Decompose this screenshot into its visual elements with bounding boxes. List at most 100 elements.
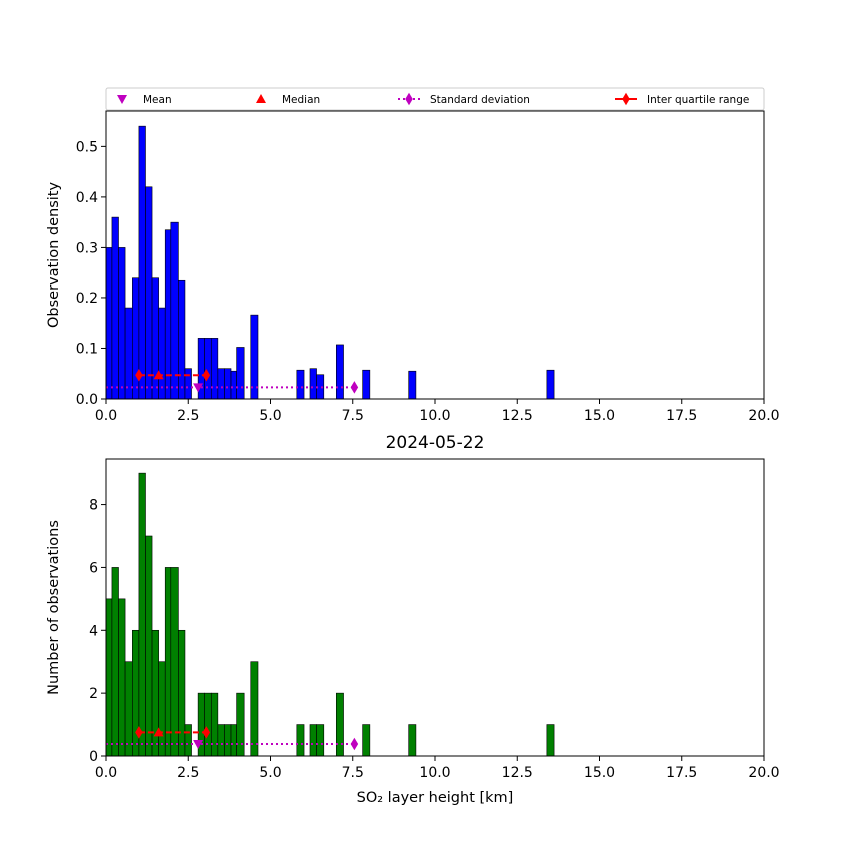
density-histogram-bar xyxy=(105,247,113,400)
count-histogram-bar xyxy=(224,724,232,757)
density-y-tick-label: 0.2 xyxy=(76,291,98,307)
count-x-tick-label: 0.0 xyxy=(95,765,117,781)
count-histogram-bar xyxy=(236,692,245,757)
density-histogram-bar xyxy=(170,221,179,400)
legend-marker xyxy=(256,94,266,103)
count-histogram-bar xyxy=(124,661,133,757)
count-histogram-bar xyxy=(335,692,344,757)
legend-label: Inter quartile range xyxy=(647,94,749,106)
density-iqr-marker-high xyxy=(202,369,211,382)
count-histogram-bar xyxy=(118,598,126,757)
density-std-marker xyxy=(350,381,359,394)
density-panel: 0.0 2.5 5.0 7.5 10.0 12.5 15.0 17.5 20.0 0.0 0.1 0… xyxy=(46,110,780,424)
density-y-tick-label: 0.4 xyxy=(76,190,98,206)
count-histogram-bar xyxy=(105,598,113,757)
count-y-tick-label: 4 xyxy=(89,623,98,639)
density-iqr-marker-low xyxy=(135,369,143,382)
count-histogram-bar xyxy=(111,567,119,757)
density-histogram-bar xyxy=(184,368,192,400)
count-panel: 0.0 2.5 5.0 7.5 10.0 12.5 15.0 17.5 20.0 0 2 4 6 8 N… xyxy=(46,458,780,781)
count-axes-frame xyxy=(105,458,765,757)
count-histogram-bar xyxy=(178,629,186,757)
count-histogram-bar xyxy=(132,629,140,757)
count-histogram-bar xyxy=(296,724,305,757)
density-histogram-bar xyxy=(335,344,344,400)
density-histogram-bar xyxy=(138,125,146,400)
density-histogram-bar xyxy=(145,186,153,400)
x-axis-label: SO₂ layer height [km] xyxy=(357,790,514,806)
density-histogram-bar xyxy=(111,216,119,400)
density-histogram-bar xyxy=(309,368,317,400)
density-x-tick-label: 12.5 xyxy=(502,408,533,424)
density-histogram-bar xyxy=(118,247,126,400)
density-histogram-bar xyxy=(362,369,371,400)
density-y-tick-label: 0.3 xyxy=(76,240,98,256)
density-axes-frame xyxy=(105,110,765,400)
density-x-tick-label: 15.0 xyxy=(584,408,615,424)
density-x-tick-label: 2.5 xyxy=(177,408,199,424)
count-histogram-bar xyxy=(217,724,225,757)
legend-marker xyxy=(405,92,413,106)
density-histogram-bar xyxy=(236,347,245,400)
density-x-tick-label: 10.0 xyxy=(419,408,450,424)
density-x-tick-label: 20.0 xyxy=(748,408,779,424)
density-y-tick-label: 0.0 xyxy=(76,392,98,408)
count-histogram-bar xyxy=(145,535,153,757)
count-mean-marker xyxy=(193,740,204,750)
density-y-axis-label: Observation density xyxy=(46,182,62,328)
count-x-tick-label: 10.0 xyxy=(419,765,450,781)
count-iqr-marker-high xyxy=(202,726,211,739)
count-histogram-bar xyxy=(210,692,219,757)
density-histogram-bar xyxy=(224,368,232,400)
count-x-tick-label: 20.0 xyxy=(748,765,779,781)
count-iqr-marker-low xyxy=(135,726,143,739)
density-x-tick-label: 7.5 xyxy=(342,408,364,424)
density-histogram-bar xyxy=(217,368,225,400)
count-histogram-bar xyxy=(158,661,166,757)
density-histogram-bar xyxy=(178,279,186,400)
density-histogram-bar xyxy=(132,277,140,400)
count-histogram-bar xyxy=(204,692,212,757)
count-y-tick-label: 0 xyxy=(89,749,98,765)
legend-label: Standard deviation xyxy=(430,94,530,106)
count-histogram-bar xyxy=(230,724,237,757)
count-y-axis-label: Number of observations xyxy=(46,520,62,695)
density-median-marker xyxy=(153,370,164,380)
count-x-tick-label: 15.0 xyxy=(584,765,615,781)
count-x-tick-label: 5.0 xyxy=(259,765,281,781)
count-histogram-bar xyxy=(309,724,317,757)
count-histogram-bar xyxy=(170,567,179,757)
density-histogram-bar xyxy=(230,370,237,400)
legend-marker xyxy=(622,92,630,106)
figure-title: 2024-05-22 xyxy=(386,433,485,453)
count-x-tick-label: 7.5 xyxy=(342,765,364,781)
density-y-tick-label: 0.5 xyxy=(76,139,98,155)
legend-item: Median xyxy=(256,94,320,106)
legend: Mean Median Standard deviation Inter quarti… xyxy=(105,87,765,111)
count-histogram-bar xyxy=(151,629,159,757)
legend-item: Mean xyxy=(117,94,172,106)
count-histogram-bar xyxy=(250,661,259,757)
density-histogram-bar xyxy=(546,369,555,400)
legend-frame xyxy=(105,87,765,111)
density-histogram-bar xyxy=(408,370,417,400)
density-y-tick-label: 0.1 xyxy=(76,341,98,357)
count-histogram-bar xyxy=(164,567,172,757)
count-y-tick-label: 2 xyxy=(89,686,98,702)
density-histogram-bar xyxy=(164,229,172,400)
count-median-marker xyxy=(153,727,164,737)
legend-item: Inter quartile range xyxy=(615,92,749,106)
count-histogram-bar xyxy=(184,724,192,757)
legend-label: Mean xyxy=(143,94,172,106)
count-histogram-bar xyxy=(546,724,555,757)
density-histogram-bar xyxy=(204,338,212,400)
count-x-tick-label: 17.5 xyxy=(666,765,697,781)
legend-marker xyxy=(117,95,127,104)
density-x-tick-label: 17.5 xyxy=(666,408,697,424)
legend-item: Standard deviation xyxy=(398,92,530,106)
density-histogram-bar xyxy=(124,307,133,400)
count-histogram-bar xyxy=(138,472,146,757)
count-histogram-bar xyxy=(362,724,371,757)
density-histogram-bar xyxy=(210,338,219,400)
density-mean-marker xyxy=(193,383,204,393)
